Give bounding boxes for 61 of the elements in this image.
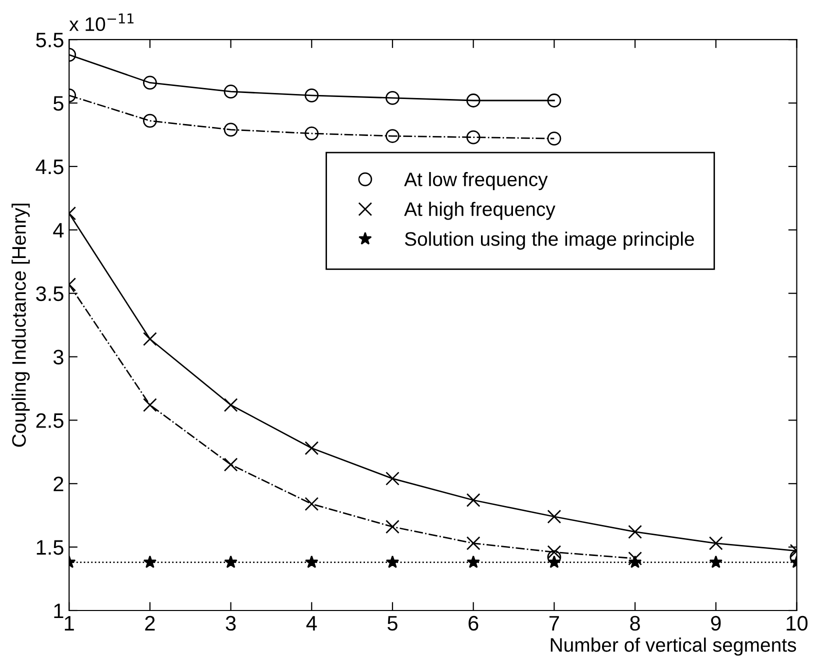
x-tick-label: 10 [786, 616, 808, 631]
x-tick-label: 1 [64, 616, 74, 630]
point [547, 94, 562, 108]
point [305, 555, 318, 568]
x-tick-label: 8 [630, 616, 640, 631]
x-tick-label: 2 [145, 616, 155, 630]
y-tick-label: 2.5 [36, 413, 64, 428]
point [628, 552, 642, 566]
point [386, 472, 400, 486]
point [709, 555, 723, 568]
point [304, 88, 319, 102]
point [143, 76, 157, 90]
point [708, 536, 723, 550]
x-tick-label: 7 [549, 616, 559, 630]
point [386, 520, 400, 534]
y-tick-label: 3.5 [36, 286, 64, 302]
point [143, 332, 157, 346]
y-axis-title: Coupling Inductance [Henry] [12, 204, 30, 447]
text: x 10$^{−11}$ [69, 14, 134, 32]
point [143, 114, 157, 128]
point [628, 555, 642, 568]
point [386, 129, 400, 143]
point [224, 398, 238, 412]
y-tick-label: 1.5 [36, 540, 64, 555]
point [548, 555, 561, 568]
x-tick-label: 4 [306, 616, 317, 630]
x-tick-label: 6 [468, 616, 478, 631]
point [224, 122, 238, 137]
legend-label: At low frequency [404, 172, 548, 190]
x-tick-label: 3 [226, 616, 236, 631]
point [547, 132, 562, 146]
y-tick-label: 4 [53, 223, 64, 238]
point [466, 94, 480, 108]
point [466, 536, 480, 550]
point [224, 84, 238, 99]
x-tick-label: 9 [711, 616, 721, 631]
point [304, 126, 319, 140]
point [224, 458, 238, 472]
y-tick-label: 3 [53, 350, 64, 365]
point [386, 91, 400, 105]
point [386, 555, 400, 568]
y-tick-label: 2 [54, 476, 64, 492]
legend-label: At high frequency [404, 202, 556, 220]
point [466, 555, 480, 568]
y-tick-label: 5 [53, 96, 64, 111]
y-tick-label: 1 [54, 604, 64, 618]
y-tick-label: 4.5 [36, 160, 64, 174]
point [547, 510, 562, 524]
legend-label: Solution using the image principle [404, 232, 694, 250]
point [547, 545, 562, 560]
point [224, 555, 238, 568]
point [304, 496, 319, 511]
point [143, 555, 157, 568]
x-axis-title: Number of vertical segments [550, 638, 796, 656]
point [466, 493, 480, 508]
point [143, 398, 157, 412]
point [304, 441, 319, 456]
point [628, 524, 642, 539]
point [466, 130, 480, 144]
y-tick-label: 5.5 [36, 32, 64, 48]
x-tick-label: 5 [388, 616, 398, 631]
